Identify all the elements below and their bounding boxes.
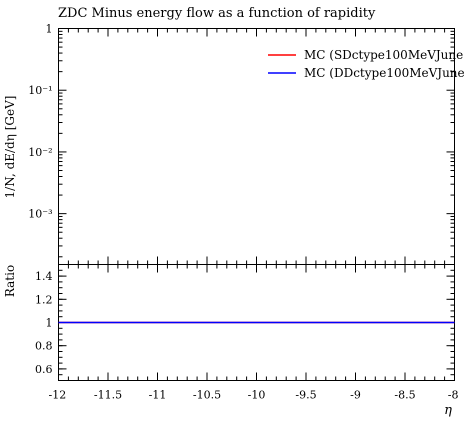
ratio-x-tick-label: -12 [49, 389, 67, 402]
main-ylabel: 1/N, dE/dη [GeV] [3, 96, 17, 199]
ratio-x-tick-label: -9.5 [295, 389, 316, 402]
legend-label-sd: MC (SDctype100MeVJune [304, 48, 463, 62]
ratio-x-tick-label: -9 [350, 389, 361, 402]
ratio-x-tick-label: -10.5 [193, 389, 221, 402]
legend-label-dd: MC (DDctype100MeVJune [304, 66, 465, 80]
main-y-tick-label: 10⁻¹ [28, 84, 52, 97]
ratio-y-tick-label: 1.4 [35, 270, 53, 283]
ratio-xlabel: η [444, 403, 452, 418]
legend: MC (SDctype100MeVJune MC (DDctype100MeVJ… [268, 48, 465, 80]
ratio-x-tick-label: -11 [149, 389, 167, 402]
ratio-y-tick-label: 1 [46, 317, 53, 330]
ratio-x-tick-label: -11.5 [94, 389, 122, 402]
chart-title: ZDC Minus energy flow as a function of r… [58, 6, 376, 21]
ratio-ylabel: Ratio [3, 265, 17, 297]
ratio-x-tick-label: -8 [448, 389, 459, 402]
ratio-x-tick-label: -10 [248, 389, 266, 402]
main-y-tick-label: 10⁻² [28, 146, 52, 159]
main-panel-frame [58, 28, 455, 265]
main-y-tick-label: 10⁻³ [28, 208, 52, 221]
ratio-x-tick-label: -8.5 [394, 389, 415, 402]
ratio-axes: 1.4 1.2 1 0.8 0.6 -12 -11.5 -11 -10.5 -10 -9.5 -9 -8… [35, 264, 459, 402]
main-y-tick-label: 1 [46, 23, 53, 36]
main-y-axis: 1 10⁻¹ 10⁻² 10⁻³ [28, 23, 455, 265]
ratio-y-tick-label: 0.6 [35, 363, 53, 376]
ratio-y-tick-label: 0.8 [35, 340, 53, 353]
ratio-y-tick-label: 1.2 [35, 293, 53, 306]
